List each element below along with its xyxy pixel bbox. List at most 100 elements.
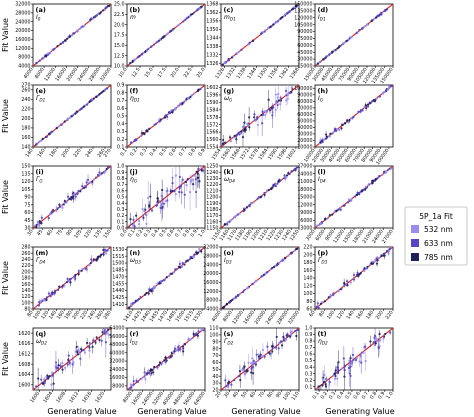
data-point xyxy=(251,357,254,360)
data-point xyxy=(359,109,362,112)
data-point xyxy=(282,335,285,338)
data-point xyxy=(295,5,298,8)
data-point xyxy=(325,135,328,138)
data-point xyxy=(375,97,378,100)
y-tick-label: 1200 xyxy=(206,195,218,201)
data-point xyxy=(178,262,181,266)
data-point xyxy=(222,306,226,309)
panel-m: 8080100100120120140140160160180180200200… xyxy=(21,245,112,321)
data-point xyxy=(233,215,236,218)
data-point xyxy=(93,15,96,18)
x-tick-label: 0.3 xyxy=(143,229,152,239)
data-point xyxy=(348,359,351,362)
data-point xyxy=(88,349,91,352)
x-tick-label: 1470 xyxy=(157,310,169,323)
data-point xyxy=(321,378,324,381)
panel-parameter: I0 xyxy=(36,14,41,22)
data-point xyxy=(138,219,141,222)
data-point xyxy=(374,99,377,102)
x-tick-label: 0.4 xyxy=(151,229,160,239)
panel-parameter: IG xyxy=(318,95,324,103)
data-point xyxy=(373,336,376,339)
data-point xyxy=(336,128,339,131)
parameter-subscript: D1 xyxy=(134,98,140,103)
panel-letter: (l) xyxy=(318,168,326,176)
data-point xyxy=(80,107,83,110)
panel-c: 1326132613321332133813381344134413501350… xyxy=(206,2,300,81)
x-tick-label: 6000 xyxy=(314,229,326,242)
panel-letter: (m) xyxy=(36,249,49,257)
y-tick-label: 0.7 xyxy=(117,98,125,104)
y-tick-label: 1566 xyxy=(206,130,218,136)
data-point xyxy=(197,8,200,11)
y-tick-label: 4000 xyxy=(206,307,218,313)
plot-area xyxy=(33,328,111,390)
data-point xyxy=(40,299,43,302)
data-point xyxy=(275,183,278,186)
data-point xyxy=(57,125,60,128)
y-tick-label: 160 xyxy=(21,282,30,288)
data-point xyxy=(200,250,203,253)
data-point xyxy=(186,259,189,262)
data-point xyxy=(189,95,192,98)
data-point xyxy=(129,218,132,221)
data-point xyxy=(251,366,255,369)
y-tick-label: 0.3 xyxy=(305,371,313,377)
plot-area xyxy=(127,247,205,309)
panel-letter: (e) xyxy=(36,87,46,95)
panel-a: 4000400080008000120001200016000160002000… xyxy=(15,2,112,83)
y-tick-label: 1150 xyxy=(206,226,218,232)
y-axis-label: Fit Value xyxy=(1,18,10,52)
data-point xyxy=(366,103,370,106)
data-point xyxy=(227,220,230,224)
data-point xyxy=(55,209,58,212)
data-point xyxy=(183,193,186,196)
data-point xyxy=(317,389,320,390)
y-tick-label: 200 xyxy=(303,252,312,258)
y-tick-label: 24000 xyxy=(15,19,30,25)
data-point xyxy=(237,375,240,378)
data-point xyxy=(383,253,386,256)
y-tick-label: 1344 xyxy=(206,35,218,41)
data-point xyxy=(171,109,174,112)
data-point xyxy=(256,123,260,127)
data-point xyxy=(236,52,239,55)
y-tick-label: 17.5 xyxy=(114,33,125,39)
x-tick-label: 30 xyxy=(223,391,231,399)
data-point xyxy=(376,177,379,180)
data-point xyxy=(185,17,188,20)
x-tick-label: 260 xyxy=(95,310,105,321)
x-tick-label: 1170 xyxy=(226,229,238,242)
data-point xyxy=(279,340,283,343)
data-point xyxy=(156,282,159,285)
data-point xyxy=(164,114,167,117)
data-point xyxy=(356,191,359,194)
data-point xyxy=(157,40,160,43)
data-point xyxy=(277,347,280,350)
parameter-symbol: ω xyxy=(224,176,229,183)
x-tick-label: 140 xyxy=(24,148,34,159)
x-tick-label: 1554 xyxy=(211,148,223,161)
data-point xyxy=(363,269,366,273)
data-point xyxy=(286,11,289,14)
data-point xyxy=(103,248,107,251)
data-point xyxy=(296,329,299,332)
panel-t: 0.10.10.20.20.30.30.40.40.50.50.60.60.70… xyxy=(305,326,395,401)
data-point xyxy=(72,193,76,196)
data-point xyxy=(78,270,81,273)
data-point xyxy=(105,330,108,333)
data-point xyxy=(197,330,200,333)
data-point xyxy=(158,361,162,364)
panel-f: 0.10.10.20.20.30.30.40.40.50.50.60.60.70… xyxy=(117,83,207,158)
data-point xyxy=(247,361,250,364)
y-tick-label: 1485 xyxy=(112,268,124,274)
data-point xyxy=(364,188,367,191)
data-point xyxy=(175,349,178,352)
data-point xyxy=(385,170,388,174)
y-tick-label: 28000 xyxy=(203,253,218,259)
data-point xyxy=(262,354,265,358)
data-point xyxy=(66,363,69,366)
y-tick-label: 140 xyxy=(21,145,30,151)
panel-e: 1401401601601801802002002202202402402602… xyxy=(21,83,112,159)
x-tick-label: 32000 xyxy=(99,67,113,83)
